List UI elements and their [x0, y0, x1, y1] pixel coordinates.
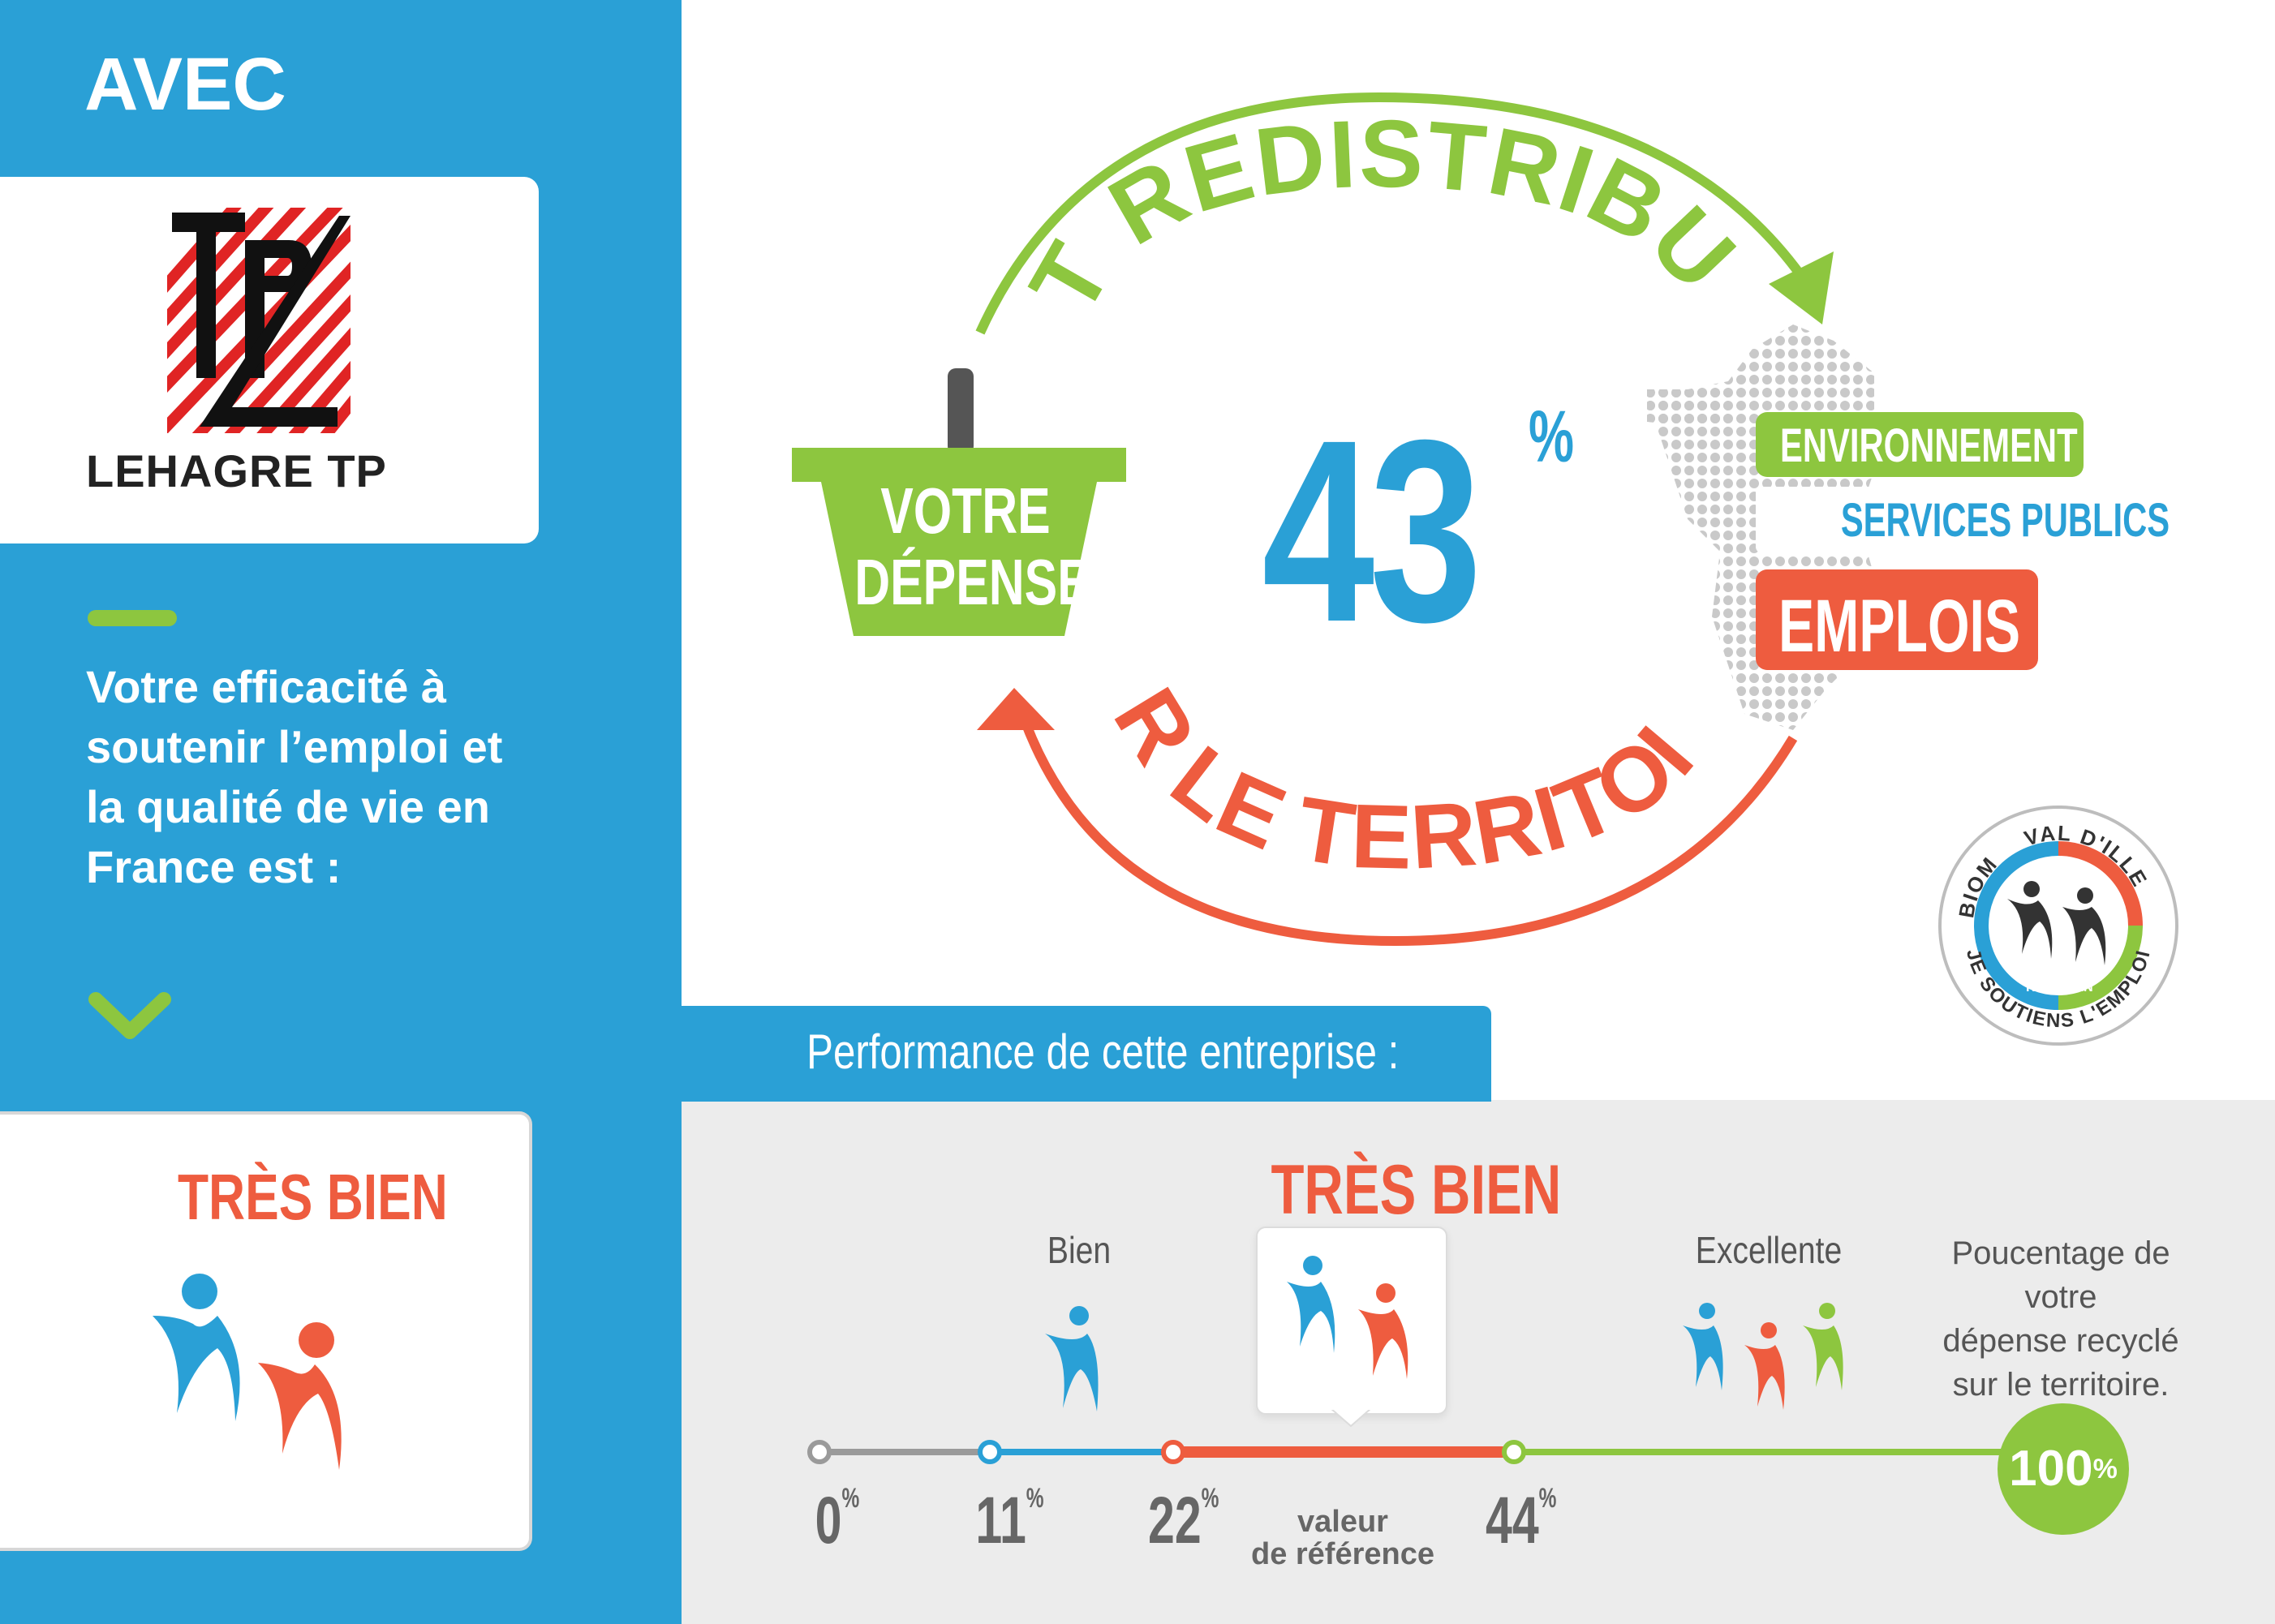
current-rating-bubble: [1256, 1227, 1447, 1415]
scale-max-sup: %: [2092, 1454, 2118, 1484]
tick-44: 44%: [1486, 1483, 1556, 1559]
basket-label-line2: DÉPENSE: [854, 546, 1090, 618]
tick-22-sup: %: [1201, 1483, 1219, 1514]
rating-label: TRÈS BIEN: [177, 1161, 448, 1233]
tick-0: 0%: [815, 1483, 860, 1559]
efficacite-text: Votre efficacité à soutenir l’emploi et …: [86, 661, 503, 892]
svg-text:EST REDISTRIBUÉE: EST REDISTRIBUÉE: [957, 81, 1757, 331]
divider-dash: [88, 610, 177, 626]
chevron-down-icon: [88, 992, 171, 1039]
val-dille-badge: VAL D'ILLE BIOM JE SOUTIENS L'EMPLOI TRÈ…: [1937, 804, 2180, 1047]
bottom-arc-label: SUR LE TERRITOIRE: [957, 681, 1712, 888]
tag-emplois: EMPLOIS: [1756, 569, 2038, 670]
reference-line1: valeur: [1297, 1505, 1388, 1539]
badge-inner-text: TRÈS BIEN: [2023, 979, 2092, 995]
tag-emplois-label: EMPLOIS: [1778, 585, 2021, 668]
scale-marker-44: [1502, 1440, 1526, 1464]
level-bien-label: Bien: [1047, 1229, 1112, 1271]
tag-services-bg: [1756, 487, 2100, 553]
performance-tab: [682, 1006, 1491, 1102]
bubble-pointer: [1331, 1408, 1371, 1428]
bottom-arc-arrow: SUR LE TERRITOIRE: [957, 681, 1798, 947]
avec-heading: AVEC: [84, 43, 286, 126]
basket-label: VOTRE DÉPENSE: [854, 475, 1090, 618]
performance-panel: [682, 1100, 2275, 1624]
basket-label-line1: VOTRE: [880, 475, 1051, 547]
tag-services-label: SERVICES PUBLICS: [1840, 494, 2170, 547]
tag-environnement-label: ENVIRONNEMENT: [1780, 419, 2078, 472]
tick-0-sup: %: [841, 1483, 860, 1514]
scale-max-badge: 100%: [1998, 1403, 2129, 1535]
tag-environnement: ENVIRONNEMENT: [1756, 412, 2084, 477]
caption-line3: sur le territoire.: [1952, 1367, 2170, 1403]
lehagre-logo: [167, 208, 350, 433]
tick-22: 22%: [1148, 1483, 1219, 1559]
bubble-people-icon: [1287, 1256, 1408, 1379]
tick-22-value: 22: [1148, 1484, 1202, 1557]
level-excellente-label: Excellente: [1695, 1229, 1843, 1271]
tick-44-sup: %: [1538, 1483, 1557, 1514]
tick-11-sup: %: [1026, 1483, 1044, 1514]
scale-marker-22: [1161, 1440, 1185, 1464]
top-arc-arrow: EST REDISTRIBUÉE: [957, 81, 1834, 335]
scale-max-value: 100: [2009, 1441, 2093, 1497]
percentage-sign: %: [1529, 397, 1575, 478]
current-rating-label: TRÈS BIEN: [1271, 1151, 1562, 1229]
basket-icon: [792, 368, 1126, 636]
tick-11-value: 11: [975, 1484, 1026, 1557]
tick-11: 11%: [975, 1483, 1043, 1559]
pourcentage-caption: Poucentage de votre dépense recyclé sur …: [1931, 1231, 2191, 1407]
performance-tab-label: Performance de cette entreprise :: [806, 1025, 1400, 1079]
reference-value-label: valeur de référence: [1241, 1506, 1444, 1570]
percentage-value: 43: [1262, 385, 1482, 676]
tick-44-value: 44: [1486, 1484, 1539, 1557]
rating-card: [0, 1111, 532, 1551]
scale-marker-0: [807, 1440, 832, 1464]
top-arc-label: EST REDISTRIBUÉE: [957, 81, 1755, 331]
reference-line2: de référence: [1250, 1537, 1434, 1571]
people-icon: [153, 1274, 342, 1470]
bien-person-icon: [1045, 1306, 1099, 1411]
scale-marker-11: [978, 1440, 1002, 1464]
tick-0-value: 0: [815, 1484, 842, 1557]
excellente-people-icon: [1683, 1303, 1843, 1410]
svg-text:SUR LE TERRITOIRE: SUR LE TERRITOIRE: [957, 681, 1714, 888]
caption-line2: dépense recyclé: [1942, 1323, 2179, 1359]
performance-scale: [807, 1440, 2012, 1464]
company-name: LEHAGRE TP: [86, 445, 387, 496]
caption-line1: Poucentage de votre: [1951, 1235, 2170, 1315]
